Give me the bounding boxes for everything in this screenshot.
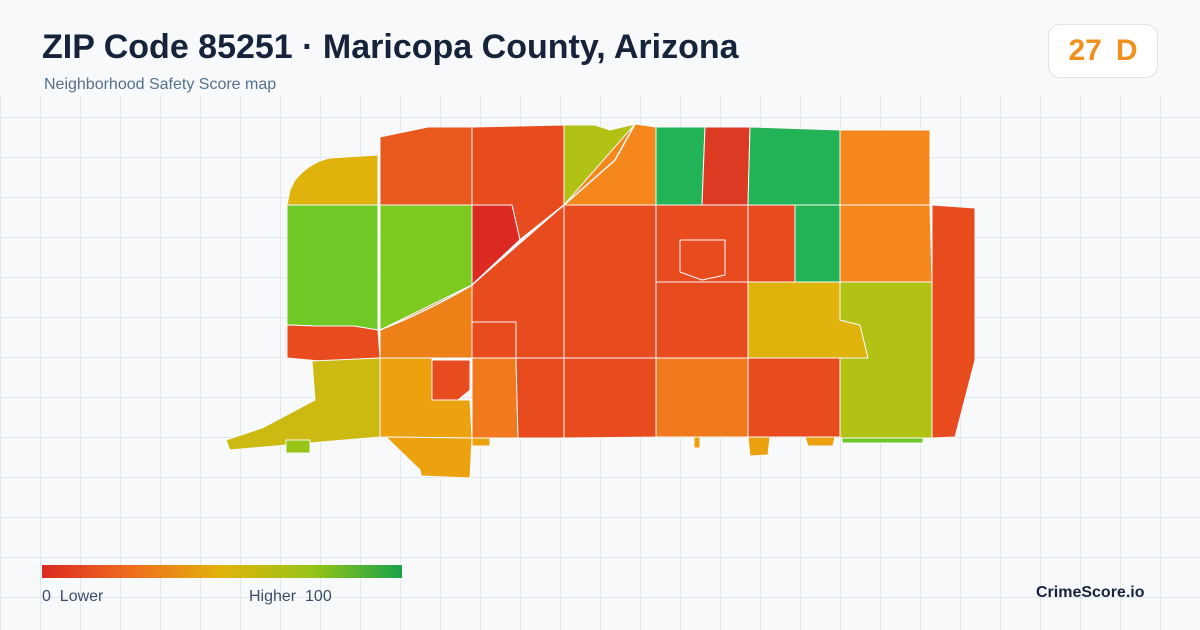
map-region[interactable] bbox=[285, 439, 311, 454]
legend-high-value: 100 bbox=[305, 588, 332, 605]
map-region[interactable] bbox=[747, 357, 841, 438]
map-region[interactable] bbox=[794, 204, 841, 283]
map-region[interactable] bbox=[931, 204, 976, 439]
map-region[interactable] bbox=[471, 357, 519, 439]
score-grade: D bbox=[1115, 34, 1138, 67]
legend-high-label: Higher 100 bbox=[249, 588, 332, 606]
map-region[interactable] bbox=[471, 437, 491, 447]
legend-low-value: 0 bbox=[42, 588, 51, 605]
legend-high-text: Higher bbox=[249, 588, 297, 605]
score-value: 27 bbox=[1068, 34, 1102, 67]
legend-gradient-bar bbox=[42, 565, 402, 578]
map-region[interactable] bbox=[679, 239, 726, 281]
map-region[interactable] bbox=[747, 204, 796, 283]
map-region[interactable] bbox=[701, 126, 751, 206]
map-region[interactable] bbox=[655, 357, 749, 438]
map-region[interactable] bbox=[747, 126, 841, 206]
map-region[interactable] bbox=[286, 154, 379, 206]
score-badge: 27 D bbox=[1048, 24, 1158, 78]
brand-logo-text[interactable]: CrimeScore.io bbox=[1036, 584, 1145, 601]
page-subtitle: Neighborhood Safety Score map bbox=[44, 76, 277, 93]
map-region[interactable] bbox=[804, 436, 836, 447]
legend-low-label: 0 Lower bbox=[42, 588, 103, 606]
legend-low-text: Lower bbox=[59, 588, 104, 605]
map-region[interactable] bbox=[655, 126, 706, 206]
map-region[interactable] bbox=[471, 321, 517, 359]
page-title: ZIP Code 85251 · Maricopa County, Arizon… bbox=[42, 28, 739, 66]
map-region[interactable] bbox=[385, 436, 473, 517]
map-region[interactable] bbox=[841, 437, 924, 444]
map-region[interactable] bbox=[563, 204, 657, 359]
map-region[interactable] bbox=[839, 129, 931, 206]
map-region[interactable] bbox=[747, 436, 771, 457]
map-region[interactable] bbox=[515, 357, 565, 439]
diagonal-road bbox=[379, 123, 636, 331]
map-region[interactable] bbox=[379, 126, 473, 206]
header bbox=[0, 0, 1200, 96]
map-region[interactable] bbox=[839, 281, 933, 439]
map-region[interactable] bbox=[286, 204, 379, 331]
map-region[interactable] bbox=[379, 357, 473, 439]
map-region[interactable] bbox=[286, 324, 381, 362]
map-region[interactable] bbox=[563, 357, 657, 439]
map-region[interactable] bbox=[225, 357, 381, 451]
map-region[interactable] bbox=[839, 204, 933, 283]
map-region[interactable] bbox=[693, 436, 701, 449]
map-region[interactable] bbox=[655, 281, 749, 359]
map-region[interactable] bbox=[431, 359, 471, 401]
